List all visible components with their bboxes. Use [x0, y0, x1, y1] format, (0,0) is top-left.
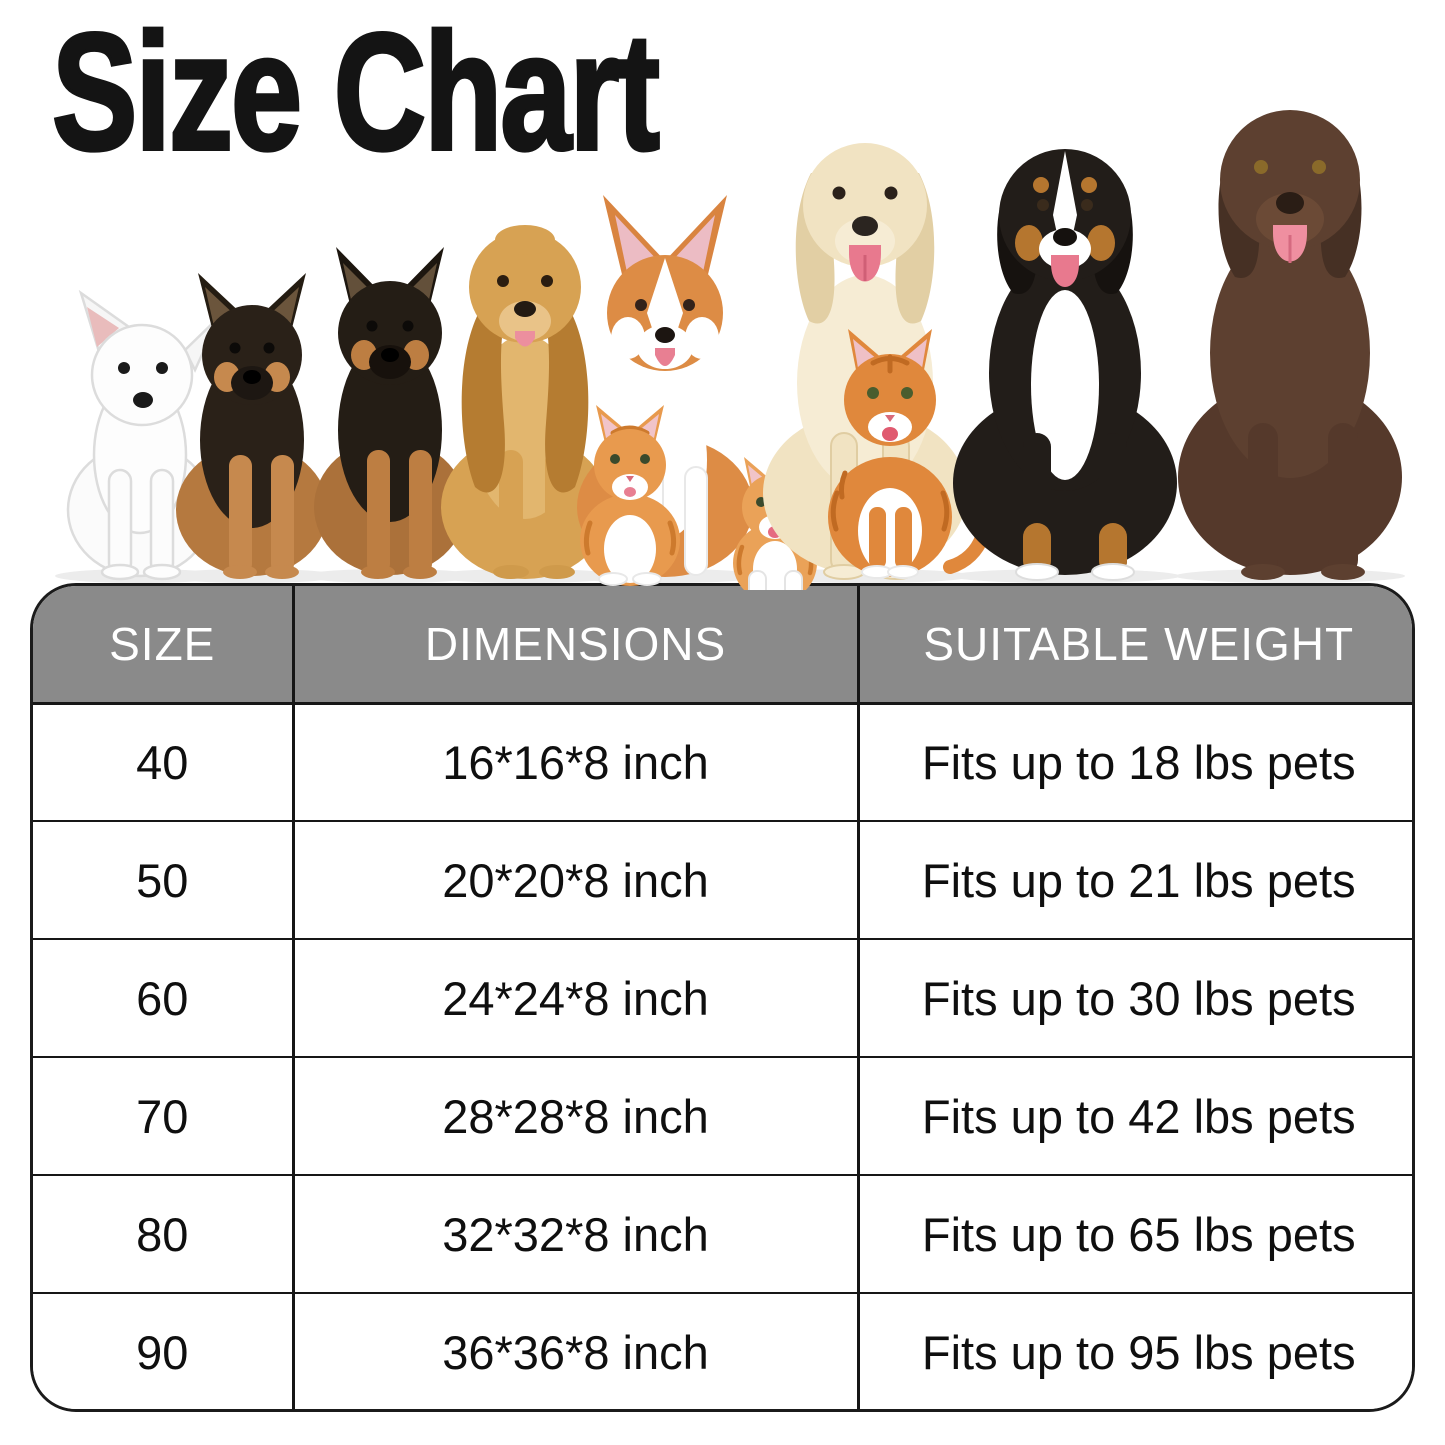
cell-size: 40	[33, 703, 293, 821]
corgi-icon	[577, 195, 753, 577]
cell-dimensions: 16*16*8 inch	[291, 703, 858, 821]
size-table: SIZE DIMENSIONS SUITABLE WEIGHT 40 16*16*…	[30, 583, 1415, 1412]
cell-suitable-weight: Fits up to 42 lbs pets	[856, 1056, 1412, 1175]
page-title: Size Chart	[51, 0, 662, 186]
table-row: 50 20*20*8 inch Fits up to 21 lbs pets	[33, 820, 1412, 939]
cell-dimensions: 32*32*8 inch	[291, 1174, 858, 1293]
chocolate-labrador-icon	[1178, 110, 1402, 580]
cell-suitable-weight: Fits up to 30 lbs pets	[856, 938, 1412, 1057]
ground-shadow	[55, 569, 1405, 583]
table-row: 40 16*16*8 inch Fits up to 18 lbs pets	[33, 703, 1412, 821]
cell-suitable-weight: Fits up to 18 lbs pets	[856, 703, 1412, 821]
german-shepherd-puppy-icon	[176, 273, 328, 579]
cell-size: 80	[33, 1174, 293, 1293]
orange-kitten-2-icon	[733, 457, 817, 590]
table-row: 80 32*32*8 inch Fits up to 65 lbs pets	[33, 1174, 1412, 1293]
cell-size: 90	[33, 1292, 293, 1409]
cell-size: 50	[33, 820, 293, 939]
golden-retriever-icon	[763, 143, 967, 580]
cocker-spaniel-icon	[441, 225, 609, 579]
header-row: SIZE DIMENSIONS SUITABLE WEIGHT	[33, 586, 1412, 705]
column-header-suitable-weight: SUITABLE WEIGHT	[856, 586, 1412, 705]
cell-dimensions: 28*28*8 inch	[291, 1056, 858, 1175]
orange-kitten-1-icon	[580, 405, 680, 586]
column-header-size: SIZE	[33, 586, 293, 705]
cell-dimensions: 24*24*8 inch	[291, 938, 858, 1057]
white-puppy-icon	[66, 289, 221, 581]
cell-size: 70	[33, 1056, 293, 1175]
cell-suitable-weight: Fits up to 95 lbs pets	[856, 1292, 1412, 1409]
cell-dimensions: 36*36*8 inch	[291, 1292, 858, 1409]
table-row: 70 28*28*8 inch Fits up to 42 lbs pets	[33, 1056, 1412, 1175]
cell-suitable-weight: Fits up to 65 lbs pets	[856, 1174, 1412, 1293]
cell-size: 60	[33, 938, 293, 1057]
cell-suitable-weight: Fits up to 21 lbs pets	[856, 820, 1412, 939]
cell-dimensions: 20*20*8 inch	[291, 820, 858, 939]
bernese-mountain-dog-icon	[953, 149, 1177, 581]
column-header-dimensions: DIMENSIONS	[291, 586, 858, 705]
table-row: 60 24*24*8 inch Fits up to 30 lbs pets	[33, 938, 1412, 1057]
table-row: 90 36*36*8 inch Fits up to 95 lbs pets	[33, 1292, 1412, 1409]
size-table-grid: SIZE DIMENSIONS SUITABLE WEIGHT 40 16*16*…	[33, 586, 1412, 1409]
orange-tabby-cat-icon	[828, 329, 993, 579]
size-table-body: 40 16*16*8 inch Fits up to 18 lbs pets 50 20…	[33, 703, 1412, 1409]
german-shepherd-puppy-2-icon	[314, 247, 466, 579]
